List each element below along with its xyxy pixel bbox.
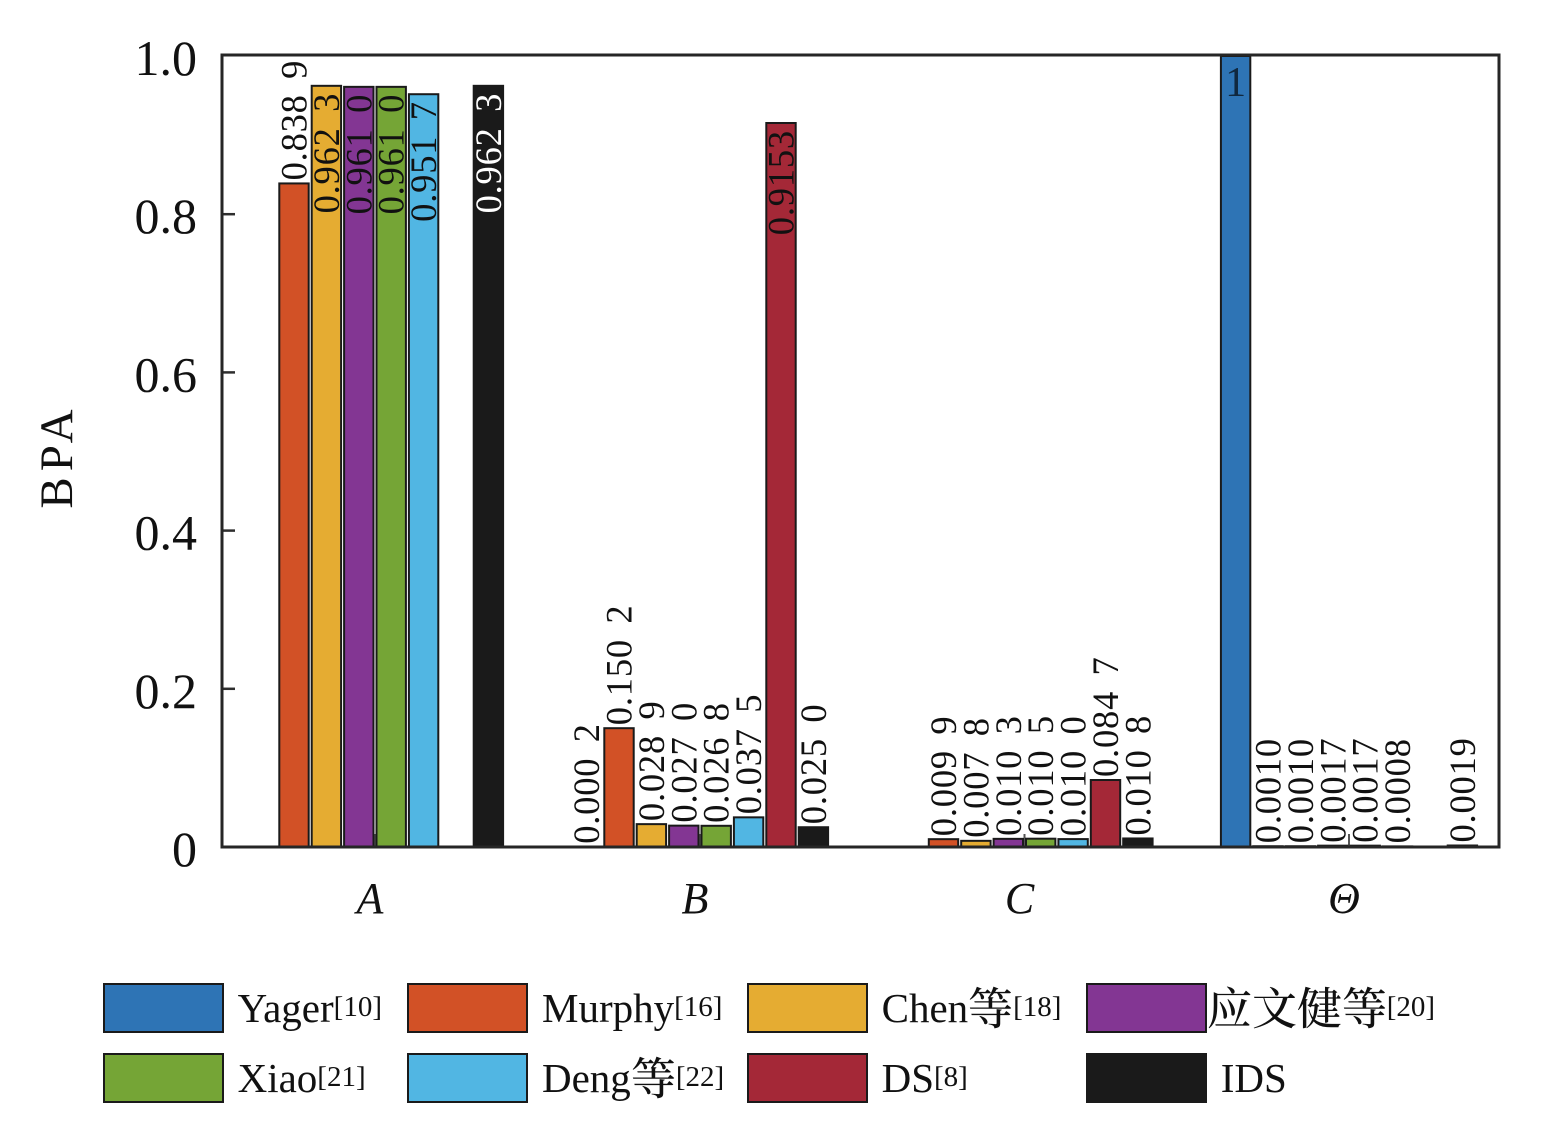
svg-text:0.0008: 0.0008 — [1377, 738, 1418, 843]
svg-text:Θ: Θ — [1328, 874, 1360, 923]
svg-text:0.007 8: 0.007 8 — [955, 717, 996, 838]
svg-text:0.0017: 0.0017 — [1345, 738, 1386, 843]
svg-text:0.010 0: 0.010 0 — [1053, 715, 1094, 836]
svg-text:A: A — [354, 874, 385, 923]
svg-text:0.028 9: 0.028 9 — [631, 700, 672, 821]
svg-text:BPA: BPA — [31, 403, 83, 508]
svg-text:C: C — [1005, 874, 1035, 923]
svg-text:0.0019: 0.0019 — [1442, 737, 1483, 842]
svg-text:0.8: 0.8 — [135, 188, 198, 244]
svg-text:B: B — [682, 874, 709, 923]
svg-text:0.0010: 0.0010 — [1280, 738, 1321, 843]
svg-text:0.4: 0.4 — [135, 505, 198, 561]
svg-text:1: 1 — [1225, 60, 1246, 106]
svg-text:0.037 5: 0.037 5 — [728, 694, 769, 815]
svg-text:0.838 9: 0.838 9 — [274, 60, 315, 181]
svg-text:0.000 2: 0.000 2 — [566, 723, 607, 844]
svg-text:0.027 0: 0.027 0 — [663, 702, 704, 823]
svg-text:0.0017: 0.0017 — [1312, 738, 1353, 843]
svg-text:0.962 3: 0.962 3 — [306, 93, 347, 214]
svg-text:0.010 5: 0.010 5 — [1020, 715, 1061, 836]
svg-text:0.9153: 0.9153 — [761, 130, 802, 235]
svg-text:0.025 0: 0.025 0 — [793, 704, 834, 825]
svg-text:0.150 2: 0.150 2 — [599, 605, 640, 726]
svg-text:0: 0 — [172, 821, 197, 877]
svg-text:0.009 9: 0.009 9 — [923, 716, 964, 837]
svg-text:0.084 7: 0.084 7 — [1085, 656, 1126, 777]
svg-text:0.2: 0.2 — [135, 663, 198, 719]
svg-text:0.010 8: 0.010 8 — [1117, 715, 1158, 836]
svg-text:0.961 0: 0.961 0 — [338, 94, 379, 215]
svg-text:0.951 7: 0.951 7 — [403, 101, 444, 222]
svg-text:0.6: 0.6 — [135, 346, 198, 402]
svg-text:0.026 8: 0.026 8 — [696, 702, 737, 823]
svg-text:0.010 3: 0.010 3 — [988, 715, 1029, 836]
svg-text:0.961 0: 0.961 0 — [371, 94, 412, 215]
svg-text:1.0: 1.0 — [135, 30, 198, 86]
svg-text:0.962 3: 0.962 3 — [468, 93, 509, 214]
svg-text:0.0010: 0.0010 — [1248, 738, 1289, 843]
